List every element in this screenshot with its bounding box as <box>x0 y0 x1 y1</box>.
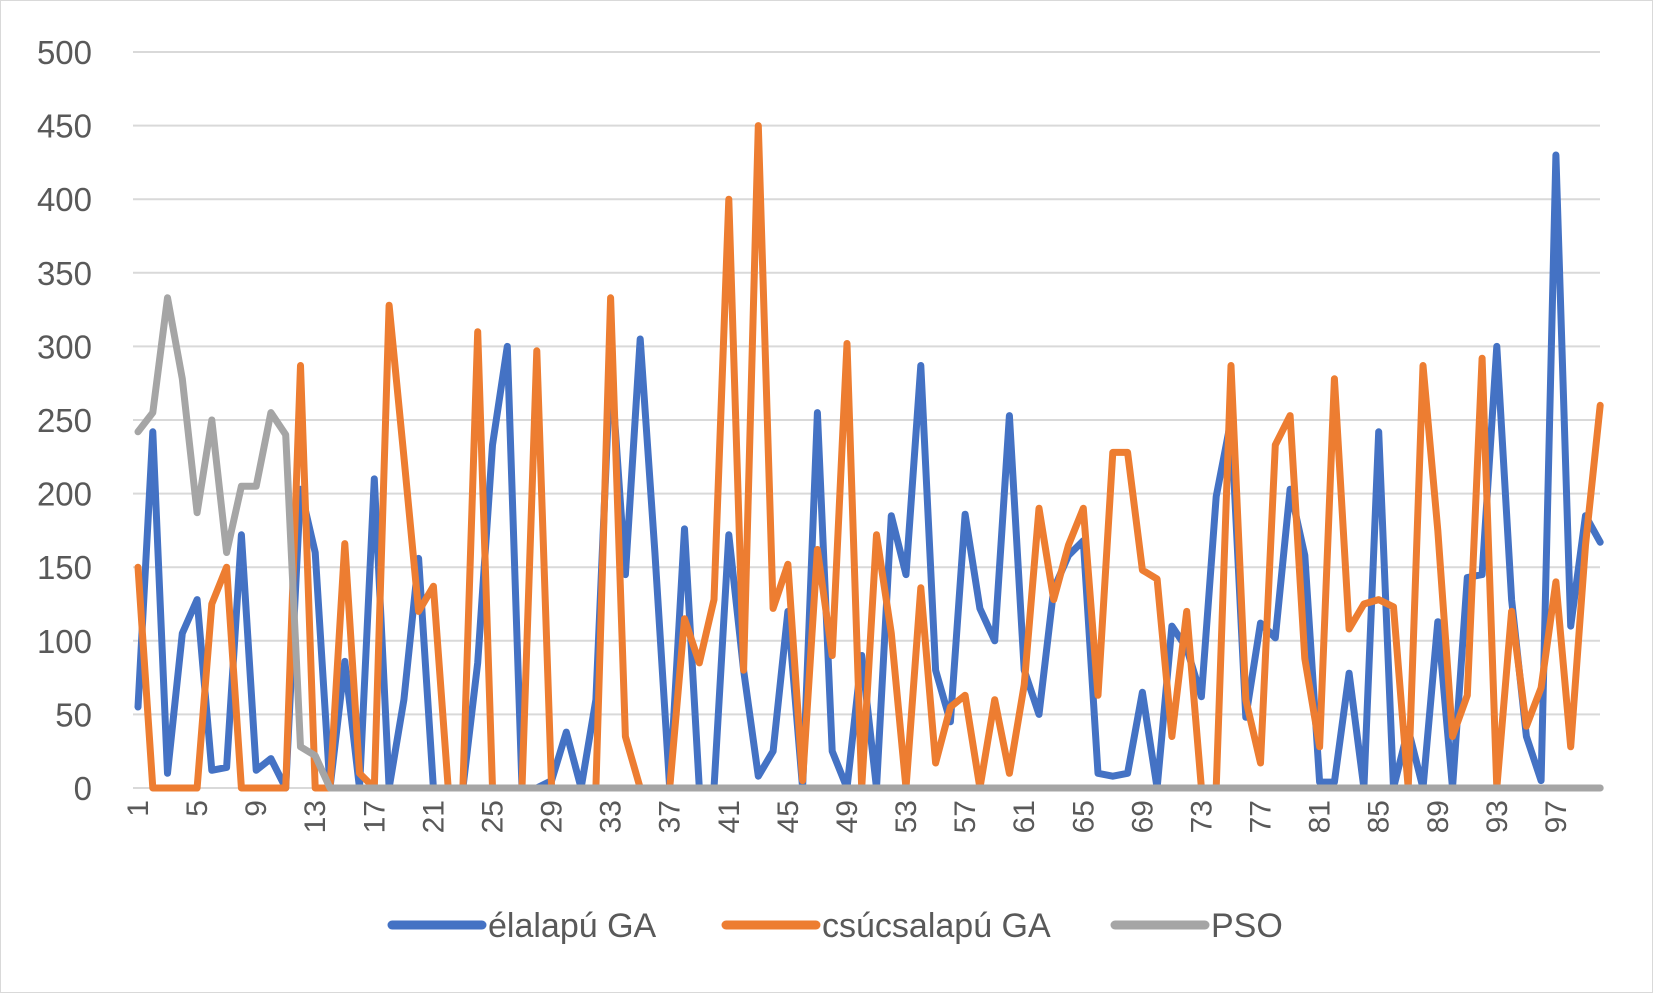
y-tick-label: 100 <box>37 623 92 660</box>
x-tick-label: 17 <box>358 800 391 833</box>
y-axis-labels: 0 50 100 150 200 250 300 350 400 450 500 <box>37 34 92 807</box>
legend-label: élalapú GA <box>488 907 657 945</box>
y-tick-label: 400 <box>37 181 92 218</box>
x-tick-label: 85 <box>1363 800 1396 833</box>
series-lines <box>134 122 1604 792</box>
x-tick-label: 45 <box>772 800 805 833</box>
x-tick-label: 93 <box>1481 800 1514 833</box>
x-tick-label: 33 <box>595 800 628 833</box>
y-tick-label: 500 <box>37 34 92 71</box>
series-line <box>134 294 1604 792</box>
y-tick-label: 0 <box>74 770 92 807</box>
x-axis-labels: 1 5 9 13 17 21 25 29 33 37 41 45 49 53 57 61 65 69 73 77 81 8… <box>122 800 1573 833</box>
x-tick-label: 81 <box>1304 800 1337 833</box>
x-tick-label: 41 <box>713 800 746 833</box>
y-tick-label: 50 <box>55 696 92 733</box>
x-tick-label: 89 <box>1422 800 1455 833</box>
x-tick-label: 5 <box>181 800 214 817</box>
series-line <box>134 122 1604 792</box>
y-tick-label: 450 <box>37 108 92 145</box>
legend: élalapú GA csúcsalapú GA PSO <box>387 907 1283 945</box>
x-tick-label: 69 <box>1126 800 1159 833</box>
x-tick-label: 21 <box>417 800 450 833</box>
y-tick-label: 250 <box>37 402 92 439</box>
x-tick-label: 77 <box>1245 800 1278 833</box>
y-tick-label: 150 <box>37 549 92 586</box>
x-tick-label: 37 <box>654 800 687 833</box>
y-tick-label: 300 <box>37 328 92 365</box>
y-tick-label: 200 <box>37 476 92 513</box>
x-tick-label: 61 <box>1008 800 1041 833</box>
x-tick-label: 29 <box>536 800 569 833</box>
x-tick-label: 13 <box>299 800 332 833</box>
x-tick-label: 65 <box>1067 800 1100 833</box>
x-tick-label: 73 <box>1185 800 1218 833</box>
legend-label: csúcsalapú GA <box>822 907 1051 945</box>
x-tick-label: 25 <box>476 800 509 833</box>
x-tick-label: 57 <box>949 800 982 833</box>
x-tick-label: 1 <box>122 800 155 817</box>
x-tick-label: 9 <box>240 800 273 817</box>
x-tick-label: 97 <box>1540 800 1573 833</box>
legend-label: PSO <box>1211 907 1283 945</box>
y-tick-label: 350 <box>37 255 92 292</box>
x-tick-label: 49 <box>831 800 864 833</box>
x-tick-label: 53 <box>890 800 923 833</box>
